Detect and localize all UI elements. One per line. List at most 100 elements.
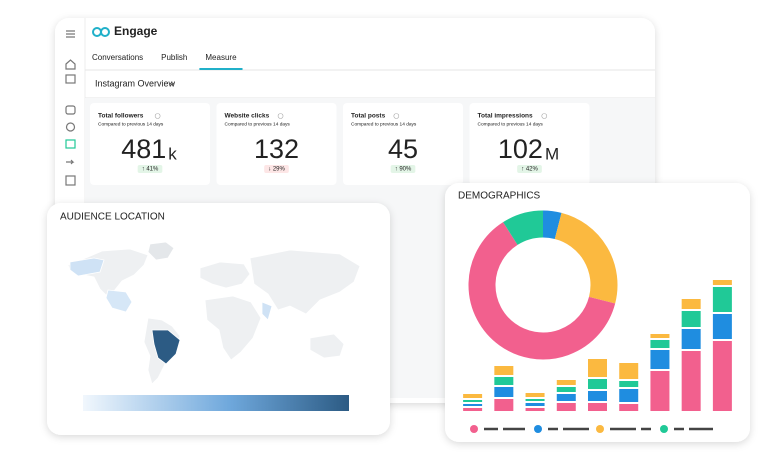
bar-segment [556,394,576,401]
bar-segment [494,377,514,385]
measure-icon[interactable] [65,139,76,149]
bar-segment [494,366,514,375]
kpi-value: 481 [121,134,166,164]
info-icon [154,113,161,119]
inbox-icon[interactable] [65,74,76,84]
dropdown-caret[interactable] [169,82,175,86]
bar-segment [525,403,545,406]
kpi-label: Total posts [351,113,386,120]
bar-segment [556,403,576,411]
kpi-change-pill [390,165,416,173]
camera-icon[interactable] [65,105,76,115]
bar-segment [619,389,639,402]
kpi-change: ↑ 41% [142,167,159,173]
nav-tab[interactable]: Publish [161,53,187,62]
bar-segment [525,393,545,397]
india [261,301,273,321]
bar-segment [588,359,607,377]
bar-segment [556,387,576,392]
bar-segment [712,314,732,339]
chart-title: DEMOGRAPHICS [458,191,541,202]
view-selector[interactable]: Instagram Overview [95,78,176,88]
asia [249,249,361,315]
africa [204,295,262,361]
australia [309,333,345,359]
kpi-change-pill [137,165,163,173]
bar-segment [712,280,732,285]
bar-segment [681,311,701,327]
bar-segment [650,350,670,369]
kpi-value: 132 [254,134,299,164]
donut-segment [468,222,616,360]
bar-segment [494,387,514,397]
bar-segment [712,287,732,312]
bar-segment [525,399,545,401]
europe [199,261,251,289]
info-icon [541,113,548,119]
canada-region [69,257,105,277]
kpi-unit: M [545,144,559,163]
kpi-value: 45 [388,134,418,164]
info-icon [277,113,284,119]
active-tab-indicator [199,68,243,70]
nav-tab[interactable]: Measure [205,53,237,62]
bar-segment [681,351,701,411]
kpi-unit: k [168,144,177,163]
kpi-label: Total impressions [478,113,534,120]
kpi-subtitle: Compared to previous 14 days [351,121,417,127]
chart-legend [470,425,713,433]
bar-segment [494,399,514,411]
bar-segment [556,380,576,385]
kpi-card [343,103,463,185]
sidebar [65,30,76,186]
bar-segment [588,403,607,411]
bar-segment [619,381,639,387]
donut-segment [503,210,544,246]
gauge-icon[interactable] [65,122,76,132]
kpi-card [90,103,210,185]
logo [92,27,110,37]
greenland [147,241,175,261]
kpi-change-pill [517,165,542,173]
bar-segment [463,400,483,402]
bar-segment [463,408,483,411]
world-map [67,241,361,385]
menu-icon[interactable] [66,30,75,38]
kpi-card [216,103,337,185]
bar-segment [650,371,670,411]
kpi-change: ↑ 42% [521,167,538,173]
home-icon[interactable] [65,59,76,70]
bar-segment [619,404,639,411]
kpi-subtitle: Compared to previous 14 days [98,121,164,127]
share-icon[interactable] [66,159,75,165]
bar-segment [588,379,607,389]
kpi-change-pill [264,165,289,173]
nav-tab[interactable]: Conversations [92,53,143,62]
bar-segment [525,408,545,411]
donut-segment [542,210,562,240]
donut-segment [554,212,618,304]
kpi-change: ↑ 90% [395,167,412,173]
kpi-change: ↓ 29% [268,167,285,173]
kpi-label: Website clicks [225,113,270,120]
bar-segment [681,329,701,349]
usa-region [105,289,133,313]
bar-segment [463,394,483,398]
audience-title: AUDIENCE LOCATION [60,212,165,223]
bar-segment [588,391,607,401]
bar-segment [681,299,701,309]
bar-segment [650,334,670,338]
kpi-card [469,103,590,185]
bar-segment [650,340,670,348]
kpi-label: Total followers [98,113,144,120]
info-icon [393,113,400,119]
brazil [151,329,181,365]
app-title: Engage [114,24,158,38]
bar-segment [712,341,732,411]
kpi-subtitle: Compared to previous 14 days [225,121,291,127]
bar-segment [619,363,639,379]
list-icon[interactable] [65,175,76,186]
kpi-value: 102 [498,134,543,164]
kpi-subtitle: Compared to previous 14 days [478,121,544,127]
